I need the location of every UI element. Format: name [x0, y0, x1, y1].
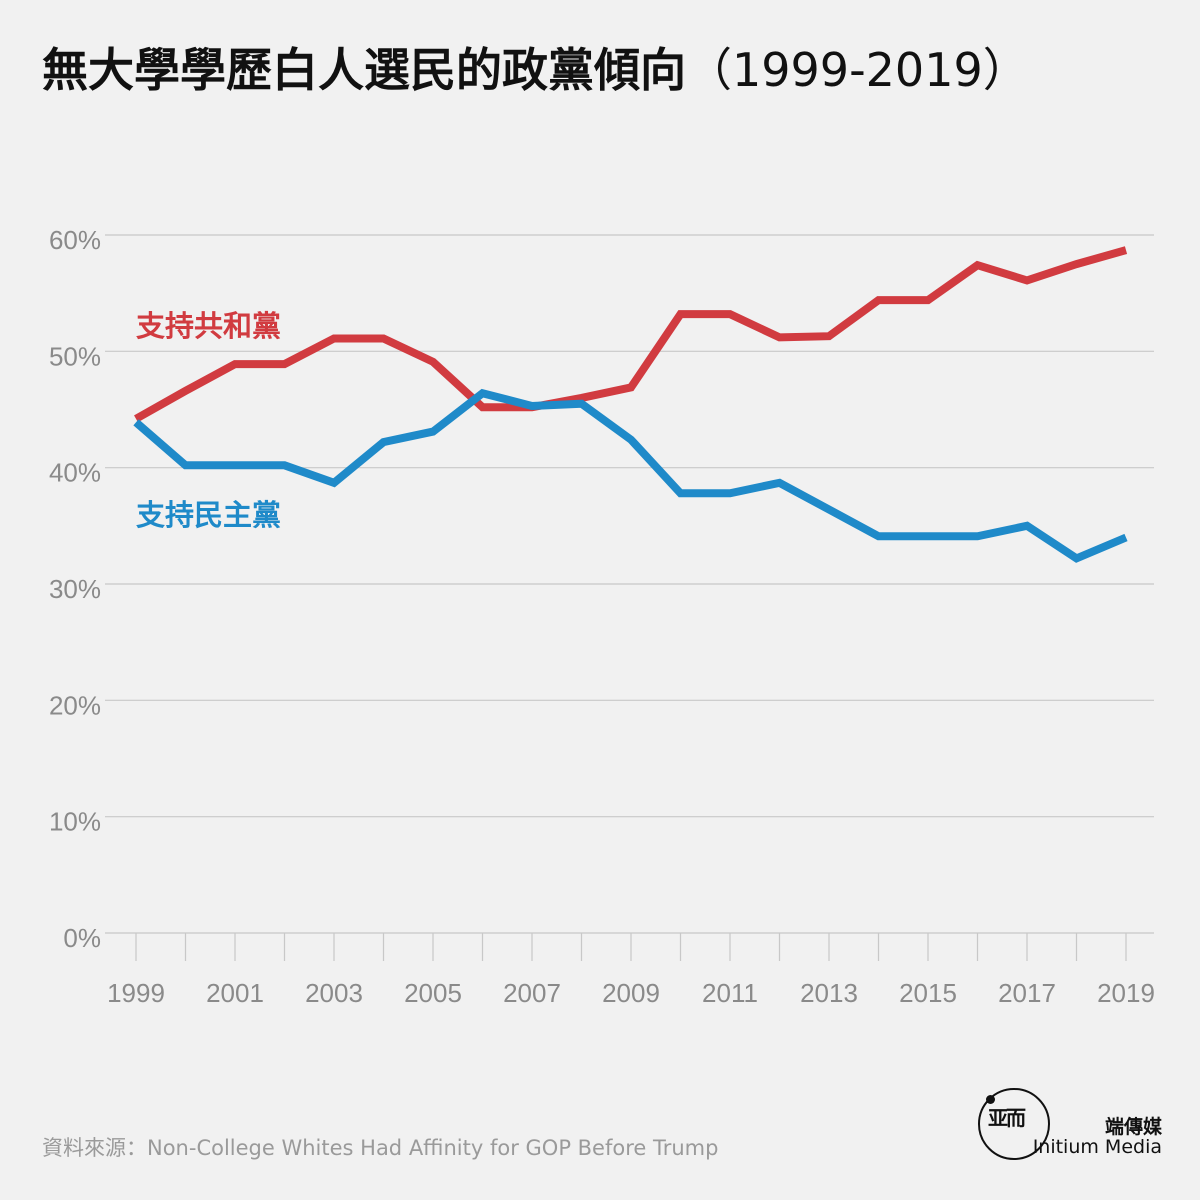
- x-axis-ticks: 1999 2001 2003 2005 2007 2009 2011 2013 2015 2017…: [107, 978, 1155, 1008]
- x-tick-label: 2003: [305, 978, 363, 1008]
- x-tick-label: 2007: [503, 978, 561, 1008]
- series-line-democrat: [133, 388, 1128, 563]
- y-tick-label: 10%: [49, 807, 101, 837]
- y-tick-label: 60%: [49, 225, 101, 255]
- source-note: 資料來源：Non-College Whites Had Affinity for…: [42, 1136, 719, 1160]
- chart-title-years: （1999-2019）: [686, 43, 1029, 97]
- y-tick-label: 40%: [49, 458, 101, 488]
- x-tick-label: 2019: [1097, 978, 1155, 1008]
- x-tick-label: 2001: [206, 978, 264, 1008]
- brand-name-en: Initium Media: [1032, 1136, 1162, 1158]
- y-tick-label: 0%: [63, 923, 101, 953]
- initium-logo-icon: 亚而: [978, 1088, 1050, 1160]
- x-tick-label: 2005: [404, 978, 462, 1008]
- y-tick-label: 50%: [49, 341, 101, 371]
- x-tick-label: 2015: [899, 978, 957, 1008]
- x-tick-label: 2013: [800, 978, 858, 1008]
- chart-title-main: 無大學學歷白人選民的政黨傾向: [42, 43, 686, 97]
- x-tick-label: 2017: [998, 978, 1056, 1008]
- x-tick-label: 2009: [602, 978, 660, 1008]
- brand-name-cn: 端傳媒: [1104, 1116, 1162, 1138]
- series-label-republican: 支持共和黨: [136, 309, 281, 343]
- y-tick-label: 30%: [49, 574, 101, 604]
- x-tick-label: 1999: [107, 978, 165, 1008]
- logo-dot: [986, 1095, 995, 1104]
- chart-title: 無大學學歷白人選民的政黨傾向（1999-2019）: [42, 34, 1029, 100]
- series-label-democrat: 支持民主黨: [136, 498, 281, 532]
- y-axis-ticks: 0% 10% 20% 30% 40% 50% 60%: [49, 225, 101, 953]
- series-lines: [133, 246, 1128, 563]
- logo-glyph: 亚而: [988, 1106, 1026, 1130]
- y-tick-label: 20%: [49, 690, 101, 720]
- series-line-republican: [134, 246, 1128, 423]
- gridlines: [105, 234, 1154, 961]
- x-tick-label: 2011: [702, 978, 758, 1008]
